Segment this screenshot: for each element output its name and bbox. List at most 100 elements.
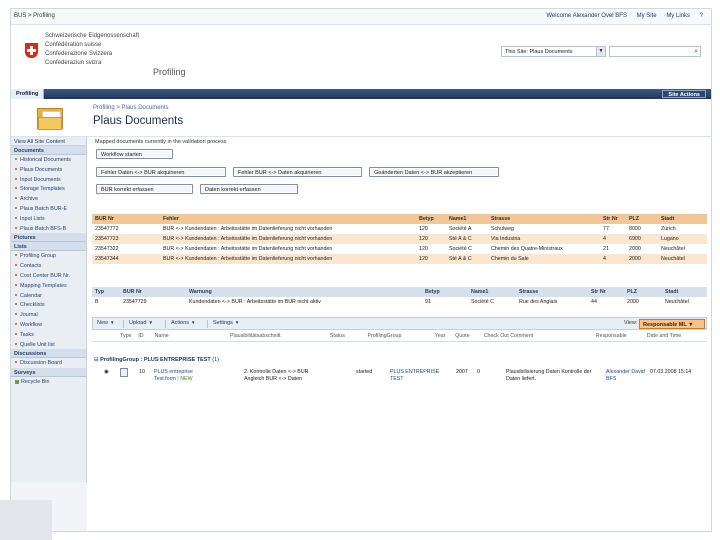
my-links-link[interactable]: My Links — [666, 13, 690, 19]
new-menu[interactable]: New ▼ — [97, 320, 115, 326]
column-header[interactable]: Stadt — [662, 287, 707, 297]
welcome-menu[interactable]: Welcome Alexander Ovel BFS — [546, 13, 627, 19]
my-site-link[interactable]: My Site — [636, 13, 657, 19]
chevron-down-icon[interactable]: ▼ — [596, 47, 605, 56]
site-name[interactable]: Profiling — [153, 67, 186, 77]
section-discussions[interactable]: Discussions — [11, 349, 86, 359]
upload-menu[interactable]: Upload ▼ — [129, 320, 153, 326]
breadcrumb[interactable]: Profiling > Plaus Documents — [93, 105, 169, 111]
column-header[interactable]: Str Nr — [588, 287, 624, 297]
column-header[interactable]: Check Out Comment — [480, 331, 593, 342]
column-header[interactable]: Typ — [92, 287, 120, 297]
settings-menu[interactable]: Settings ▼ — [213, 320, 240, 326]
column-header[interactable]: Warnung — [186, 287, 422, 297]
section-surveys[interactable]: Surveys — [11, 368, 86, 378]
table-row[interactable]: 23547723 BUR <-> Kundendaten : Arbeitsst… — [92, 234, 707, 244]
table-cell: Lugano — [658, 234, 707, 244]
table-row[interactable]: B 23547729 Kundendaten <-> BUR : Arbeits… — [92, 297, 707, 307]
table-row[interactable]: 23547344 BUR <-> Kundendaten : Arbeitsst… — [92, 254, 707, 264]
section-documents[interactable]: Documents — [11, 146, 86, 155]
view-select[interactable]: Responsable ML ▼ — [639, 319, 705, 329]
sidebar-item-historical-documents[interactable]: Historical Documents — [11, 155, 86, 165]
column-header[interactable]: Status — [326, 331, 365, 342]
sidebar-item-input-documents[interactable]: Input Documents — [11, 175, 86, 185]
search-icon[interactable]: ⌕ — [694, 48, 698, 55]
table-cell: BUR <-> Kundendaten : Arbeitsstätte im D… — [160, 244, 416, 254]
select-radio[interactable]: ◉ — [104, 369, 109, 375]
sidebar-item-workflow[interactable]: Workflow — [11, 320, 86, 330]
view-all-site-content-link[interactable]: View All Site Content — [11, 137, 86, 146]
section-pictures[interactable]: Pictures — [11, 233, 86, 243]
sidebar-item-quelle-unit-list[interactable]: Quelle Unit list — [11, 340, 86, 350]
sidebar-item-plaus-batch-bur[interactable]: Plaus Batch BUR-E — [11, 204, 86, 214]
main-content: Mapped documents currently in the valida… — [92, 137, 707, 527]
column-header[interactable]: Str Nr — [600, 214, 626, 224]
daten-korrekt-button[interactable]: Daten korrekt erfassen — [200, 184, 298, 194]
column-header[interactable]: Quote — [452, 331, 481, 342]
column-header[interactable]: Plausibilitätsabschnitt — [226, 331, 327, 342]
column-header[interactable]: Date and Time — [643, 331, 707, 342]
table-row[interactable]: 23547322 BUR <-> Kundendaten : Arbeitsst… — [92, 244, 707, 254]
doc-responsable[interactable]: Alexander David BFS — [606, 369, 645, 382]
search-input[interactable]: ⌕ — [609, 46, 701, 57]
sidebar-item-checklists[interactable]: Checklists — [11, 300, 86, 310]
column-header[interactable]: BUR Nr — [92, 214, 160, 224]
workflow-start-button[interactable]: Workflow starten — [96, 149, 173, 159]
column-header[interactable]: Stadt — [658, 214, 707, 224]
group-header[interactable]: ⊟ ProfilingGroup : PLUS ENTREPRISE TEST … — [94, 357, 220, 363]
chevron-down-icon: ▼ — [148, 320, 153, 325]
column-header[interactable]: Responsable — [592, 331, 644, 342]
column-header[interactable]: BUR Nr — [120, 287, 186, 297]
sidebar-item-tasks[interactable]: Tasks — [11, 330, 86, 340]
geaenderte-daten-button[interactable]: Geänderten Daten <-> BUR akzeptieren — [369, 167, 499, 177]
sidebar-item-plaus-batch-bfs[interactable]: Plaus Batch BFS-B — [11, 224, 86, 234]
list-toolbar: New ▼ Upload ▼ Actions ▼ Settings ▼ View: Re… — [92, 317, 707, 330]
sidebar-item-mapping-templates[interactable]: Mapping Templates — [11, 281, 86, 291]
top-links: Welcome Alexander Ovel BFS My Site My Li… — [538, 13, 703, 19]
sidebar-item-calendar[interactable]: Calendar — [11, 291, 86, 301]
column-header[interactable]: Name — [151, 331, 227, 342]
column-header[interactable]: Year — [431, 331, 453, 342]
help-icon[interactable]: ? — [699, 13, 703, 19]
site-actions-menu[interactable]: Site Actions — [662, 90, 706, 98]
column-header[interactable]: Name1 — [468, 287, 516, 297]
view-label: View: — [624, 320, 638, 326]
bur-korrekt-button[interactable]: BUR korrekt erfassen — [96, 184, 193, 194]
column-header[interactable]: Strasse — [516, 287, 588, 297]
sidebar-item-storage-templates[interactable]: Storage Templates — [11, 184, 86, 194]
table-cell: 4 — [600, 234, 626, 244]
sidebar-item-archive[interactable]: Archive — [11, 194, 86, 204]
tab-profiling[interactable]: Profiling — [11, 89, 45, 99]
chevron-down-icon: ▼ — [688, 321, 694, 328]
column-header[interactable]: Betyp — [416, 214, 446, 224]
actions-menu[interactable]: Actions ▼ — [171, 320, 196, 326]
column-header[interactable]: ProfilingGroup — [364, 331, 432, 342]
sidebar-item-plaus-documents[interactable]: Plaus Documents — [11, 165, 86, 175]
doc-profiling-group[interactable]: PLUS ENTREPRISE TEST — [390, 369, 440, 382]
sidebar-item-journal[interactable]: Journal — [11, 310, 86, 320]
sidebar-item-cost-center[interactable]: Cost Center BUR Nr. — [11, 271, 86, 281]
column-header[interactable]: ID — [135, 331, 152, 342]
table-row[interactable]: 23547772 BUR <-> Kundendaten : Arbeitsst… — [92, 224, 707, 234]
section-lists[interactable]: Lists — [11, 242, 86, 252]
sidebar-item-input-lists[interactable]: Input Lists — [11, 214, 86, 224]
fehler-daten-bur-button[interactable]: Fehler Daten <-> BUR akquirieren — [96, 167, 226, 177]
recycle-bin-link[interactable]: Recycle Bin — [11, 377, 86, 387]
fehler-bur-daten-button[interactable]: Fehler BUR <-> Daten akquirieren — [233, 167, 362, 177]
column-header[interactable]: Strasse — [488, 214, 600, 224]
sidebar-item-discussion-board[interactable]: Discussion Board — [11, 358, 86, 368]
column-header[interactable]: PLZ — [626, 214, 658, 224]
sidebar-item-profiling-group[interactable]: Profiling Group — [11, 251, 86, 261]
top-breadcrumb[interactable]: BUS > Profiling — [14, 13, 55, 19]
table-cell: 23547322 — [92, 244, 160, 254]
search-scope-select[interactable]: This Site: Plaus Documents ▼ — [501, 46, 606, 57]
table-row[interactable]: ◉ 10 PLUS entreprise Test.form ! NEW 2. K… — [92, 367, 707, 389]
column-header[interactable]: Fehler — [160, 214, 416, 224]
column-header[interactable]: Type — [92, 331, 136, 342]
column-header[interactable]: Betyp — [422, 287, 468, 297]
column-header[interactable]: PLZ — [624, 287, 662, 297]
table-cell: 6900 — [626, 234, 658, 244]
column-header[interactable]: Name1 — [446, 214, 488, 224]
sidebar-item-contacts[interactable]: Contacts — [11, 261, 86, 271]
doc-name[interactable]: PLUS entreprise Test.form ! NEW — [154, 369, 193, 382]
